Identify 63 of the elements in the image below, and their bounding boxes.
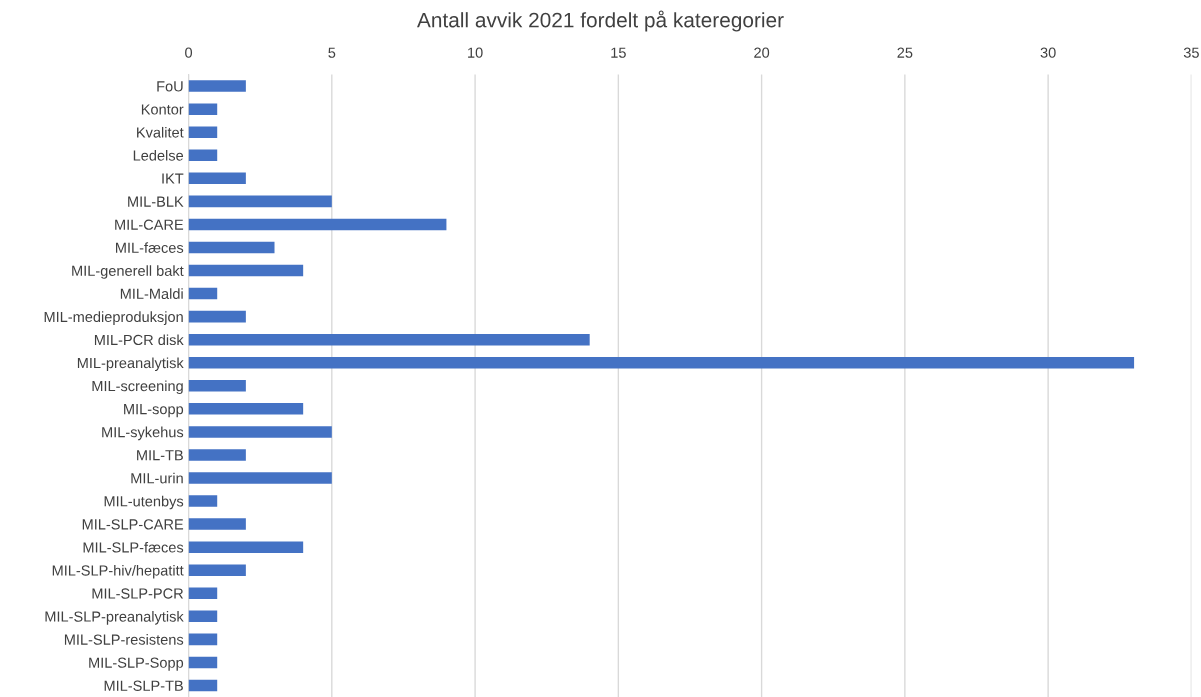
y-tick-label: MIL-sykehus [102,426,184,441]
chart-title: Antall avvik 2021 fordelt på kateregorier [417,10,784,32]
bar [188,587,218,600]
bar [188,218,447,231]
bar [188,195,332,208]
y-tick-label: IKT [162,173,184,184]
y-tick-label: MIL-TB [137,450,183,461]
y-tick-label: MIL-medieproduksjon [44,311,183,325]
x-tick-label: 35 [1183,47,1199,58]
y-tick-label: MIL-SLP-PCR [92,588,184,599]
y-tick-label: MIL-PCR disk [94,334,184,346]
x-tick-label: 30 [1040,47,1056,58]
bar [188,241,275,254]
y-tick-label: FoU [157,81,183,92]
y-tick-label: MIL-SLP-fæces [83,541,184,553]
y-tick-label: Kontor [141,104,184,115]
x-tick-label: 20 [754,47,770,58]
x-tick-label: 15 [611,47,626,58]
bar [188,333,590,346]
y-tick-label: Ledelse [133,149,184,161]
y-tick-label: MIL-urin [131,472,183,484]
bar [188,310,246,323]
y-tick-label: MIL-SLP-CARE [82,519,184,530]
x-tick-label: 5 [328,47,336,58]
y-tick-label: MIL-sopp [124,404,184,418]
x-tick-label: 10 [468,47,483,58]
bar [188,426,332,438]
y-tick-label: MIL-SLP-Sopp [89,657,184,671]
y-tick-label: MIL-SLP-TB [104,680,183,691]
y-tick-label: Kvalitet [137,126,184,138]
y-tick-label: MIL-BLK [128,196,184,207]
x-tick-label: 0 [185,47,193,58]
bar [188,610,218,623]
bar [188,564,246,576]
bar [188,264,304,277]
bar [188,449,246,461]
y-tick-label: MIL-generell bakt [72,265,184,279]
y-tick-label: MIL-SLP-resistens [64,634,184,645]
bar [188,356,1135,369]
bar [188,287,218,300]
y-tick-label: MIL-preanalytisk [77,357,184,372]
x-tick-label: 25 [897,47,913,58]
bar [188,518,246,530]
bar [188,149,218,162]
bar [188,380,246,392]
y-tick-label: MIL-fæces [116,242,184,253]
y-tick-label: MIL-CARE [115,219,184,230]
bar [188,472,332,484]
bar [188,126,218,138]
bar [188,541,304,553]
bar [188,656,218,669]
bar [188,495,218,507]
bar [188,633,218,646]
y-tick-label: MIL-SLP-hiv/hepatitt [52,564,184,579]
bar [188,103,218,115]
bar [188,679,218,692]
bar [188,80,246,92]
bar [188,403,304,415]
bar [188,172,246,185]
y-tick-label: MIL-utenbys [104,495,184,510]
y-tick-label: MIL-SLP-preanalytisk [45,611,184,625]
y-tick-label: MIL-Maldi [120,288,183,300]
y-tick-label: MIL-screening [92,380,183,395]
